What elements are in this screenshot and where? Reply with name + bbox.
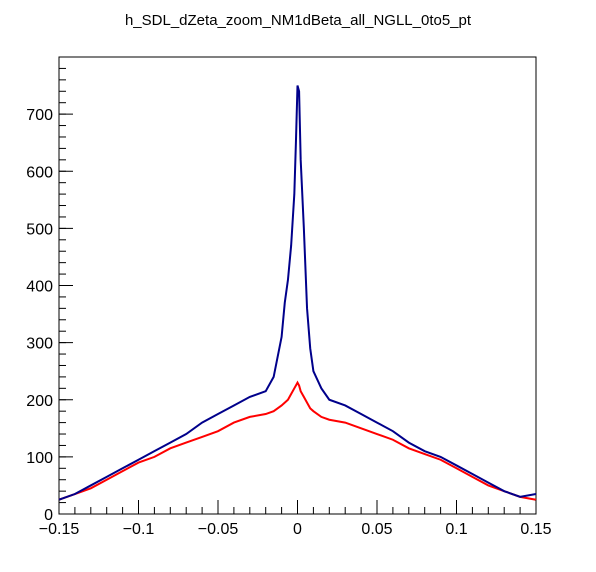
y-tick-label: 300 <box>26 336 53 353</box>
y-tick-label: 200 <box>26 393 53 410</box>
x-tick-label: 0 <box>293 521 302 538</box>
plot-frame <box>58 56 537 515</box>
y-axis: 0 100 200 300 400 500 600 700 <box>26 56 73 524</box>
y-tick-label: 0 <box>44 507 53 524</box>
x-tick-label: −0.1 <box>123 521 155 538</box>
x-tick-label: 0.05 <box>361 521 392 538</box>
y-tick-label: 500 <box>26 221 53 238</box>
series-line-0 <box>58 380 537 501</box>
series-line-1 <box>58 85 537 501</box>
chart-title: h_SDL_dZeta_zoom_NM1dBeta_all_NGLL_0to5_… <box>124 12 472 29</box>
y-tick-label: 700 <box>26 107 53 124</box>
series-layer <box>58 85 537 501</box>
y-tick-label: 600 <box>26 164 53 181</box>
y-tick-label: 400 <box>26 279 53 296</box>
x-tick-label: −0.15 <box>39 521 80 538</box>
x-tick-label: 0.15 <box>520 521 551 538</box>
x-tick-label: 0.1 <box>445 521 467 538</box>
x-tick-label: −0.05 <box>198 521 239 538</box>
y-tick-label: 100 <box>26 450 53 467</box>
x-axis: −0.15 −0.1 −0.05 0 0.05 0.1 0.15 <box>39 500 552 538</box>
